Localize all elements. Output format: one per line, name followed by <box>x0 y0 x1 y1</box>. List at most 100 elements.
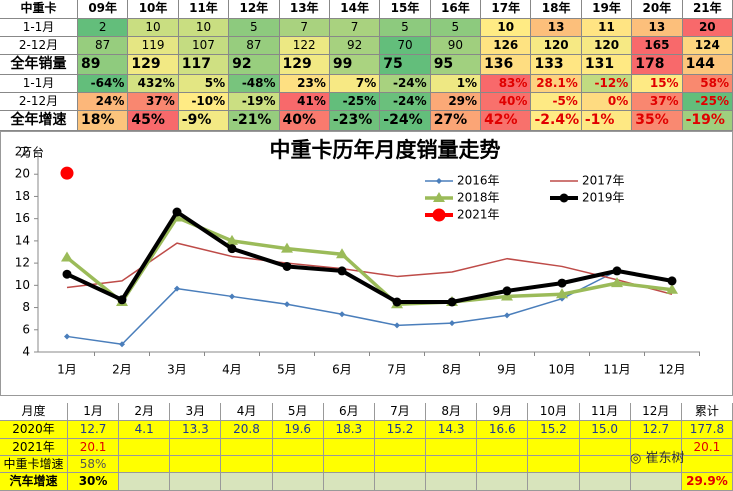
point <box>174 285 180 292</box>
x-tick-label: 7月 <box>387 363 407 377</box>
data-cell <box>579 439 631 456</box>
header-cell: 20年 <box>632 0 683 19</box>
data-cell <box>477 456 529 473</box>
header-cell: 中重卡 <box>0 0 78 19</box>
point <box>336 248 348 259</box>
series-line <box>66 210 673 304</box>
data-cell: 40% <box>279 111 330 131</box>
x-tick-label: 8月 <box>442 363 462 377</box>
point <box>282 261 292 271</box>
data-cell: 58% <box>68 456 120 473</box>
data-cell: -25% <box>682 93 733 111</box>
point <box>62 269 72 279</box>
data-cell: 131 <box>581 55 633 75</box>
row-label: 汽车增速 <box>0 473 68 491</box>
header-cell: 09年 <box>78 0 129 19</box>
point <box>119 341 125 348</box>
row-label: 2020年 <box>0 421 68 439</box>
row-label: 1-1月 <box>0 75 78 93</box>
y-tick-label: 6 <box>22 322 30 336</box>
data-cell: 117 <box>178 55 230 75</box>
header-cell: 11年 <box>178 0 230 19</box>
data-cell <box>681 456 733 473</box>
data-cell <box>528 439 580 456</box>
legend-label: 2016年 <box>457 174 500 188</box>
data-cell <box>630 456 682 473</box>
data-cell: 133 <box>531 55 582 75</box>
y-tick-label: 14 <box>15 233 30 247</box>
data-cell <box>170 473 222 491</box>
data-cell: 10 <box>178 19 230 37</box>
data-cell: 89 <box>78 55 129 75</box>
data-cell: 1% <box>430 75 482 93</box>
point <box>284 301 290 308</box>
header-cell: 4月 <box>221 403 273 421</box>
header-cell: 18年 <box>531 0 582 19</box>
data-cell <box>374 456 427 473</box>
header-cell: 16年 <box>430 0 482 19</box>
data-cell: 122 <box>279 37 330 55</box>
data-cell: 12.7 <box>630 421 682 439</box>
data-cell: 7 <box>329 19 381 37</box>
data-cell: 20.8 <box>221 421 273 439</box>
data-cell: 165 <box>632 37 683 55</box>
data-cell: 41% <box>279 93 330 111</box>
x-tick-label: 10月 <box>548 363 575 377</box>
data-cell: -19% <box>682 111 733 131</box>
data-cell: 15% <box>632 75 683 93</box>
watermark: ◎ 崔东树 <box>630 451 685 466</box>
row-label: 全年增速 <box>0 111 78 131</box>
data-cell: 12.7 <box>68 421 120 439</box>
data-cell: 13.3 <box>170 421 222 439</box>
header-cell: 17年 <box>481 0 532 19</box>
header-cell: 6月 <box>323 403 375 421</box>
data-cell: 19.6 <box>272 421 324 439</box>
data-cell: 11 <box>581 19 633 37</box>
header-cell: 1月 <box>68 403 120 421</box>
data-cell: 15.2 <box>374 421 427 439</box>
header-cell: 13年 <box>279 0 330 19</box>
legend-label: 2021年 <box>457 208 500 222</box>
data-cell: 30% <box>68 473 120 491</box>
header-cell: 14年 <box>329 0 381 19</box>
point <box>432 208 446 222</box>
data-cell: 92 <box>329 37 381 55</box>
data-cell <box>323 439 375 456</box>
point <box>60 166 74 180</box>
header-cell: 11月 <box>579 403 631 421</box>
point <box>61 251 73 262</box>
data-cell: 40% <box>481 93 532 111</box>
data-cell <box>170 439 222 456</box>
header-cell: 月度 <box>0 403 68 421</box>
data-cell: -5% <box>531 93 582 111</box>
y-tick-label: 20 <box>15 167 30 181</box>
data-cell: 92 <box>229 55 280 75</box>
data-cell <box>323 473 375 491</box>
x-tick-label: 2月 <box>112 363 132 377</box>
point <box>117 295 127 305</box>
point <box>447 297 457 307</box>
data-cell: 20 <box>682 19 733 37</box>
x-tick-label: 3月 <box>167 363 187 377</box>
header-cell: 19年 <box>581 0 633 19</box>
x-tick-label: 4月 <box>222 363 242 377</box>
point <box>612 266 622 276</box>
y-tick-label: 16 <box>15 211 30 225</box>
header-cell: 10月 <box>528 403 580 421</box>
point <box>504 312 510 319</box>
point <box>281 242 293 253</box>
x-tick-label: 12月 <box>658 363 685 377</box>
y-tick-label: 12 <box>15 256 30 270</box>
point <box>172 207 182 217</box>
data-cell: 37% <box>632 93 683 111</box>
data-cell <box>630 439 682 456</box>
y-tick-label: 4 <box>22 345 30 359</box>
data-cell <box>119 473 171 491</box>
data-cell: 75 <box>380 55 431 75</box>
row-label: 2-12月 <box>0 93 78 111</box>
x-tick-label: 9月 <box>497 363 517 377</box>
data-cell: 18% <box>78 111 129 131</box>
x-tick-label: 6月 <box>332 363 352 377</box>
header-cell: 9月 <box>477 403 529 421</box>
